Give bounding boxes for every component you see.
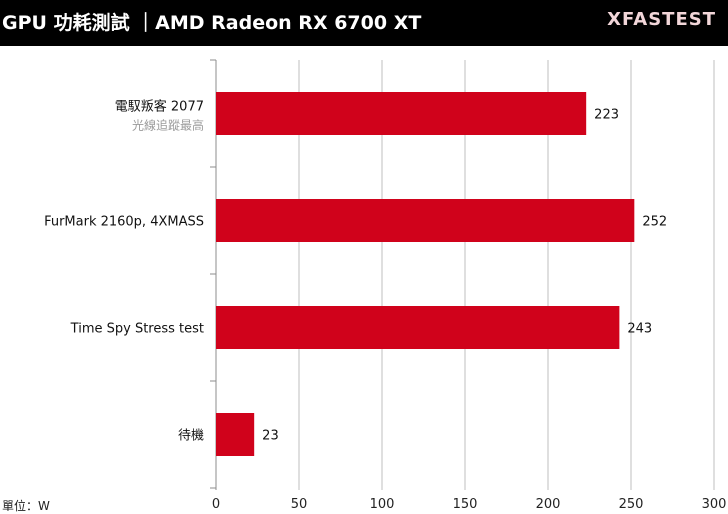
bar-value-label: 252	[642, 215, 667, 230]
category-label: FurMark 2160p, 4XMASS	[44, 215, 204, 230]
chart-title: GPU 功耗測試 ｜AMD Radeon RX 6700 XT	[2, 12, 422, 34]
x-tick-label: 300	[702, 497, 727, 512]
bar-value-label: 243	[627, 322, 652, 337]
bar-value-label: 23	[262, 429, 279, 444]
bar-value-label: 223	[594, 108, 619, 123]
x-tick-label: 50	[291, 497, 308, 512]
brand-logo-text: XFASTEST	[607, 9, 716, 30]
category-sublabel: 光線追蹤最高	[132, 118, 204, 133]
x-tick-label: 150	[453, 497, 478, 512]
x-tick-label: 0	[212, 497, 220, 512]
x-tick-label: 200	[536, 497, 561, 512]
bar	[216, 199, 635, 242]
bar	[216, 413, 255, 456]
bar	[216, 92, 587, 135]
category-label: 電馭叛客 2077	[115, 99, 204, 115]
category-label: 待機	[178, 429, 204, 444]
chart-header: GPU 功耗測試 ｜AMD Radeon RX 6700 XT XFASTEST	[0, 0, 728, 46]
x-tick-label: 250	[619, 497, 644, 512]
category-label: Time Spy Stress test	[70, 322, 204, 337]
bar	[216, 306, 620, 349]
x-tick-label: 100	[370, 497, 395, 512]
unit-label: 單位：W	[2, 499, 50, 513]
